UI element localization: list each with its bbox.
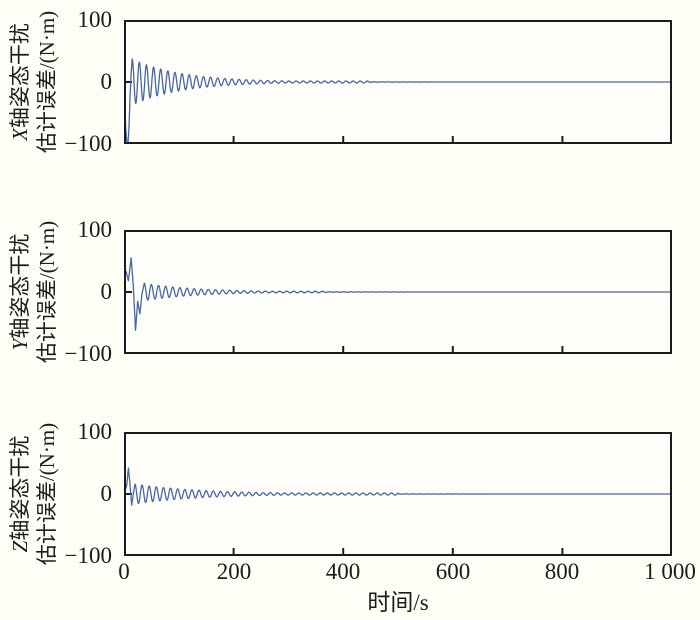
plot-border bbox=[124, 20, 672, 144]
subplot-y-disturbance: Y轴姿态干扰 估计误差/(N·m) 100 0 −100 bbox=[0, 218, 700, 365]
y-tick-label: 100 bbox=[77, 419, 113, 444]
plot-canvas-x bbox=[124, 20, 672, 144]
y-axis-label-line1: Y轴姿态干扰 bbox=[8, 233, 32, 351]
y-tick-label: 100 bbox=[77, 7, 113, 32]
axis-variable: X bbox=[8, 128, 32, 141]
axis-variable: Z bbox=[8, 540, 32, 553]
x-axis-title: 时间/s bbox=[367, 590, 429, 615]
subplot-x-disturbance: X轴姿态干扰 估计误差/(N·m) 100 0 −100 bbox=[0, 8, 700, 155]
signal-line bbox=[124, 58, 672, 143]
plot-area-y bbox=[124, 230, 672, 354]
x-tick-label: 800 bbox=[544, 559, 580, 584]
y-tick-label: −100 bbox=[64, 341, 112, 366]
y-tick-label: 0 bbox=[100, 279, 113, 304]
x-tick-label: 600 bbox=[435, 559, 471, 584]
y-axis-label-x: X轴姿态干扰 估计误差/(N·m) bbox=[7, 11, 61, 153]
plot-area-x bbox=[124, 20, 672, 144]
plot-area-z bbox=[124, 432, 672, 556]
y-axis-label-line2: 估计误差/(N·m) bbox=[35, 220, 59, 364]
y-axis-label-line2: 估计误差/(N·m) bbox=[35, 422, 59, 566]
x-tick-label: 0 bbox=[118, 559, 130, 584]
plot-canvas-y bbox=[124, 230, 672, 354]
y-tick-label: 100 bbox=[77, 217, 113, 242]
y-tick-label: −100 bbox=[64, 131, 112, 156]
y-tick-label: 0 bbox=[100, 481, 113, 506]
y-axis-label-y: Y轴姿态干扰 估计误差/(N·m) bbox=[7, 221, 61, 363]
x-tick-label: 1 000 bbox=[644, 559, 696, 584]
plot-border bbox=[124, 230, 672, 354]
axis-variable: Y bbox=[8, 338, 32, 351]
x-tick-labels-row: 0 200 400 600 800 1 000 bbox=[0, 559, 700, 587]
y-axis-label-z: Z轴姿态干扰 估计误差/(N·m) bbox=[7, 423, 61, 565]
plot-border bbox=[124, 432, 672, 556]
y-axis-label-line1: X轴姿态干扰 bbox=[8, 23, 32, 141]
signal-line bbox=[124, 467, 672, 506]
y-axis-label-line2: 估计误差/(N·m) bbox=[35, 10, 59, 154]
x-tick-label: 400 bbox=[325, 559, 361, 584]
x-tick-label: 200 bbox=[216, 559, 252, 584]
subplot-z-disturbance: Z轴姿态干扰 估计误差/(N·m) 100 0 −100 bbox=[0, 420, 700, 567]
plot-canvas-z bbox=[124, 432, 672, 556]
signal-line bbox=[124, 257, 672, 332]
y-tick-label: 0 bbox=[100, 69, 113, 94]
y-axis-label-line1: Z轴姿态干扰 bbox=[8, 435, 32, 553]
y-tick-label: −100 bbox=[64, 543, 112, 568]
